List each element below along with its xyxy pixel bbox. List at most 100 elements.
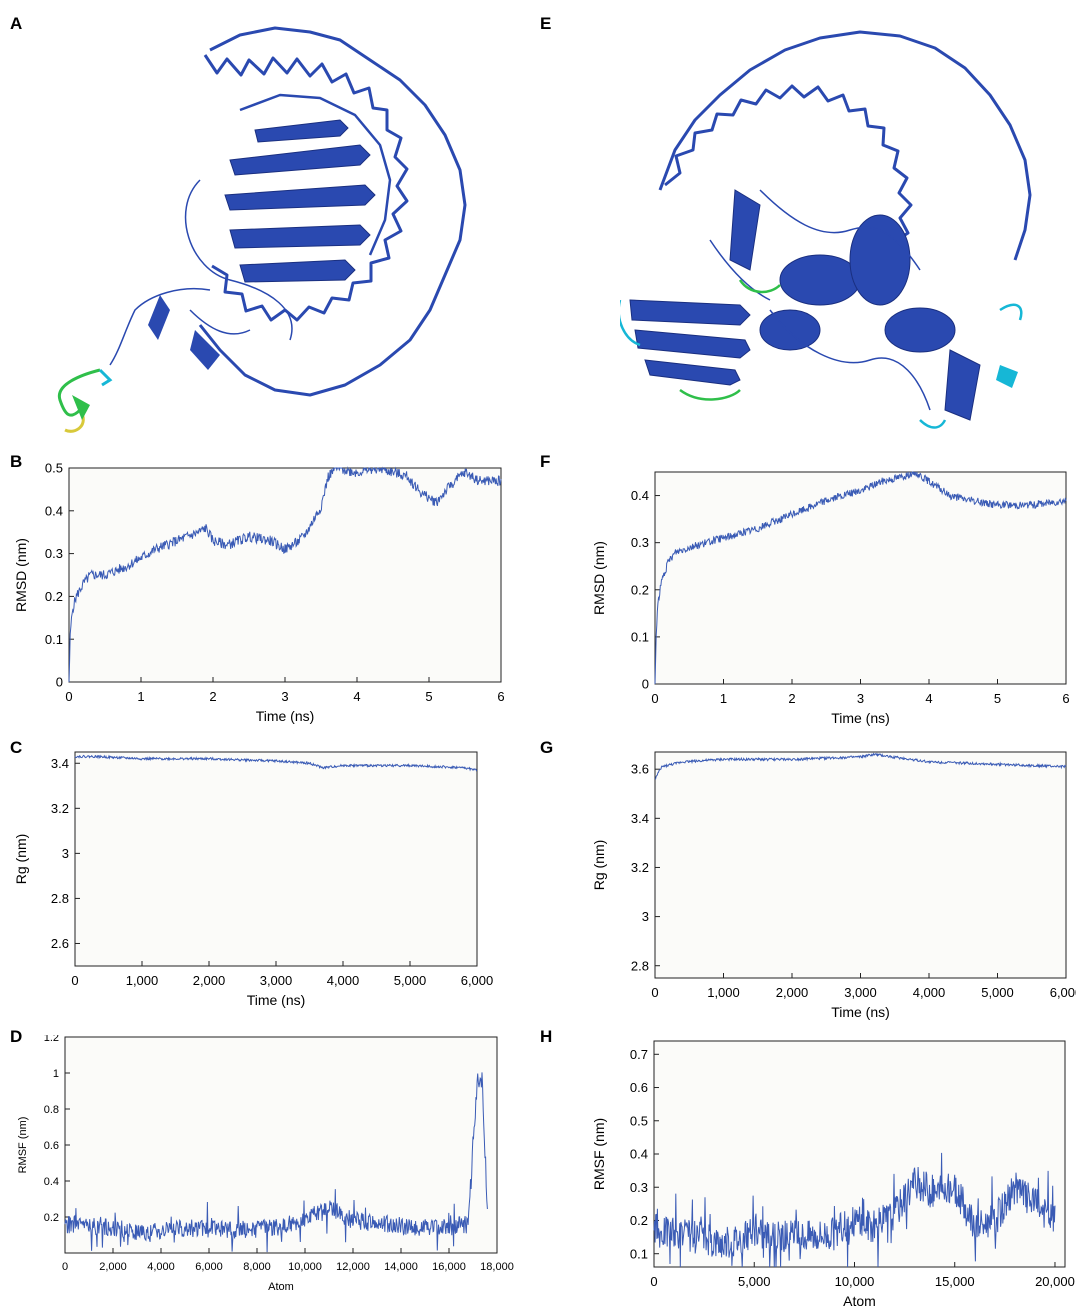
y-axis-label: RMSD (nm) — [591, 541, 607, 615]
x-tick-label: 0 — [62, 1261, 68, 1273]
backbone-ring-outer — [198, 26, 467, 397]
y-tick-label: 1.2 — [44, 1035, 59, 1044]
y-tick-label: 2.8 — [631, 958, 649, 973]
x-tick-label: 14,000 — [384, 1261, 418, 1273]
y-tick-label: 0.6 — [44, 1140, 59, 1152]
x-axis-label: Time (ns) — [256, 708, 315, 724]
y-tick-label: 0.3 — [45, 546, 63, 561]
flexible-loops — [620, 279, 1023, 429]
series-line — [654, 752, 1067, 780]
y-tick-label: 0.3 — [630, 1180, 648, 1195]
y-tick-label: 3 — [642, 909, 649, 924]
x-tick-label: 4,000 — [147, 1261, 175, 1273]
y-tick-label: 3.4 — [51, 756, 69, 771]
series-line — [64, 1072, 488, 1253]
y-tick-label: 0.2 — [45, 589, 63, 604]
plot-area — [653, 1040, 1066, 1268]
rg-chart-g: 2.8 3 3.2 3.4 3.6 0 1,000 2,000 3,000 4,000 5,000 6… — [591, 751, 1076, 1020]
y-tick-label: 0.5 — [630, 1113, 648, 1128]
x-tick-label: 3,000 — [844, 985, 877, 1000]
x-tick-label: 6 — [1062, 691, 1069, 706]
y-tick-label: 3.6 — [631, 762, 649, 777]
panel-label-f: F — [540, 452, 551, 471]
x-tick-label: 5 — [994, 691, 1001, 706]
protein-structure-a — [57, 26, 467, 433]
x-tick-label: 5 — [425, 689, 432, 704]
x-tick-label: 12,000 — [336, 1261, 370, 1273]
y-tick-label: 3.4 — [631, 811, 649, 826]
panel-label-e: E — [540, 14, 552, 33]
plot-area — [74, 751, 478, 967]
rmsf-chart-d: 0.2 0.4 0.6 0.8 1 1.2 0 2,000 4,000 6,000 8,000 10,… — [17, 1035, 514, 1293]
x-tick-label: 15,000 — [935, 1274, 975, 1289]
x-tick-label: 2 — [788, 691, 795, 706]
y-axis-label: RMSF (nm) — [591, 1118, 607, 1190]
panel-label-c: C — [10, 738, 23, 757]
y-tick-label: 0.2 — [44, 1212, 59, 1224]
x-tick-label: 4,000 — [327, 973, 360, 988]
plot-area — [68, 467, 502, 683]
x-tick-label: 20,000 — [1035, 1274, 1075, 1289]
plot-area — [654, 471, 1067, 685]
x-tick-label: 3,000 — [260, 973, 293, 988]
y-tick-label: 0 — [642, 677, 649, 692]
y-tick-label: 0.3 — [631, 535, 649, 550]
y-tick-label: 0.7 — [630, 1047, 648, 1062]
x-tick-label: 2,000 — [99, 1261, 127, 1273]
y-tick-label: 2.6 — [51, 936, 69, 951]
x-tick-label: 6 — [497, 689, 504, 704]
y-tick-label: 0.4 — [44, 1176, 59, 1188]
y-tick-label: 0.6 — [630, 1080, 648, 1095]
x-tick-label: 0 — [651, 691, 658, 706]
y-axis-label: Rg (nm) — [591, 840, 607, 891]
series-line — [654, 471, 1067, 685]
rmsd-chart-b: 0 0.1 0.2 0.3 0.4 0.5 0 1 2 3 4 5 6 Time (ns) RMSD (nm… — [13, 462, 505, 724]
y-tick-label: 3 — [62, 846, 69, 861]
y-tick-label: 3.2 — [51, 801, 69, 816]
y-tick-label: 2.8 — [51, 891, 69, 906]
x-tick-label: 5,000 — [981, 985, 1014, 1000]
panel-label-d: D — [10, 1027, 23, 1046]
backbone-ring-zigzag — [664, 84, 913, 266]
x-tick-label: 1,000 — [126, 973, 159, 988]
y-tick-label: 0.2 — [631, 582, 649, 597]
x-tick-label: 3 — [281, 689, 288, 704]
x-tick-label: 4 — [353, 689, 360, 704]
x-tick-label: 2,000 — [193, 973, 226, 988]
x-tick-label: 1 — [137, 689, 144, 704]
x-axis-label: Time (ns) — [831, 1004, 890, 1020]
rg-chart-c: 2.6 2.8 3 3.2 3.4 0 1,000 2,000 3,000 4,000 5,000 6… — [13, 751, 493, 1008]
x-axis-label: Atom — [268, 1281, 294, 1293]
series-line — [653, 1152, 1056, 1268]
rmsd-chart-f: 0 0.1 0.2 0.3 0.4 0 1 2 3 4 5 6 Time (ns) RMSD (nm) — [591, 471, 1070, 726]
series-line — [68, 466, 502, 683]
y-tick-label: 1 — [53, 1068, 59, 1080]
backbone-ring-inner — [239, 93, 392, 256]
panel-label-a: A — [10, 14, 23, 33]
y-tick-label: 0.1 — [631, 629, 649, 644]
x-tick-label: 5,000 — [394, 973, 427, 988]
x-axis-label: Time (ns) — [831, 710, 890, 726]
x-tick-label: 0 — [651, 985, 658, 1000]
x-tick-label: 4 — [925, 691, 932, 706]
y-axis-label: Rg (nm) — [13, 834, 29, 885]
y-tick-label: 3.2 — [631, 860, 649, 875]
rmsf-chart-h: 0.1 0.2 0.3 0.4 0.5 0.6 0.7 0 5,000 10,000 15,000 2… — [591, 1040, 1075, 1309]
y-tick-label: 0.8 — [44, 1104, 59, 1116]
x-tick-label: 1 — [720, 691, 727, 706]
x-tick-label: 0 — [650, 1274, 657, 1289]
x-tick-label: 6,000 — [1050, 985, 1076, 1000]
x-tick-label: 3 — [857, 691, 864, 706]
x-tick-label: 1,000 — [707, 985, 740, 1000]
panel-label-b: B — [10, 452, 23, 471]
panel-label-h: H — [540, 1027, 553, 1046]
y-tick-label: 0.2 — [630, 1213, 648, 1228]
x-tick-label: 18,000 — [480, 1261, 514, 1273]
protein-structure-e — [620, 30, 1032, 429]
y-tick-label: 0.1 — [45, 632, 63, 647]
series-line — [74, 754, 478, 772]
x-tick-label: 8,000 — [243, 1261, 271, 1273]
x-tick-label: 6,000 — [195, 1261, 223, 1273]
flexible-terminal-loop — [57, 368, 113, 433]
x-tick-label: 4,000 — [913, 985, 946, 1000]
